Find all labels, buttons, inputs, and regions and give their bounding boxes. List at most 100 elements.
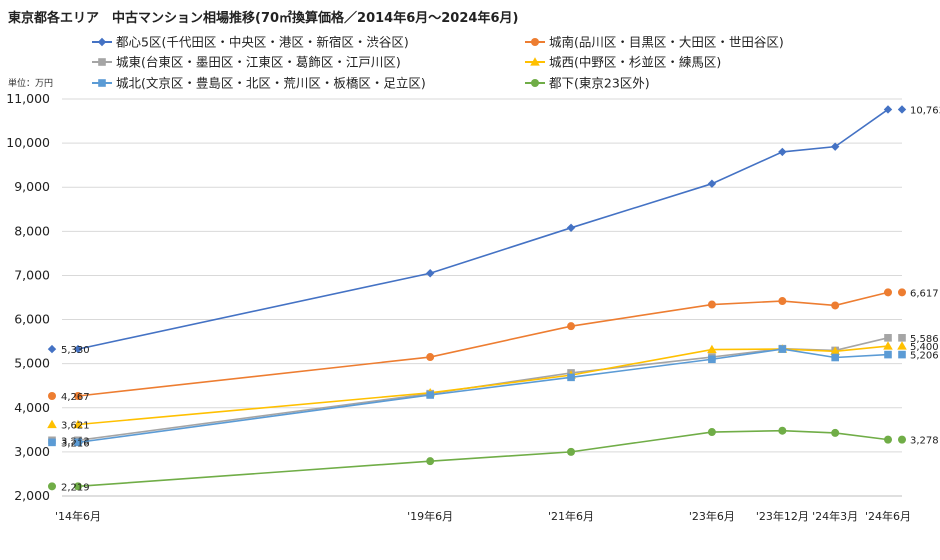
legend-item: 都下(東京23区外) — [525, 76, 650, 91]
chart-title: 東京都各エリア 中古マンション相場推移(70㎡換算価格／2014年6月～2024… — [8, 10, 518, 26]
y-tick-label: 9,000 — [14, 179, 50, 194]
data-point — [73, 419, 83, 429]
end-marker — [898, 350, 906, 359]
legend-label: 城西(中野区・杉並区・練馬区) — [549, 55, 721, 70]
legend-marker — [531, 79, 539, 87]
y-axis: 2,000 3,000 4,000 5,000 6,000 7,000 8,000 9,000… — [6, 91, 50, 503]
data-point — [831, 353, 839, 362]
data-point — [74, 438, 82, 447]
y-tick-label: 6,000 — [14, 312, 50, 327]
legend-marker — [530, 57, 540, 66]
y-tick-label: 4,000 — [14, 400, 50, 415]
data-point — [426, 353, 435, 362]
x-tick-label: '19年6月 — [407, 509, 453, 523]
legend-marker — [98, 79, 106, 87]
start-marker — [47, 419, 57, 429]
legend: 都心5区(千代田区・中央区・港区・新宿区・渋谷区) 城南(品川区・目黒区・大田区・… — [92, 35, 784, 91]
data-point — [884, 350, 892, 359]
y-tick-label: 7,000 — [14, 267, 50, 282]
legend-label: 城北(文京区・豊島区・北区・荒川区・板橋区・足立区) — [116, 76, 426, 91]
start-marker — [48, 438, 56, 447]
legend-item: 都心5区(千代田区・中央区・港区・新宿区・渋谷区) — [92, 35, 409, 50]
y-tick-label: 5,000 — [14, 356, 50, 371]
legend-label: 都心5区(千代田区・中央区・港区・新宿区・渋谷区) — [116, 35, 409, 50]
data-point — [567, 373, 575, 382]
start-value-label: 3,216 — [61, 438, 90, 449]
end-marker — [898, 435, 906, 444]
legend-marker — [97, 37, 107, 47]
data-point — [426, 391, 434, 399]
data-point — [708, 355, 716, 364]
data-point — [883, 341, 893, 350]
x-tick-label: '23年12月 — [756, 509, 809, 523]
series-line — [77, 108, 889, 350]
start-value-label: 3,621 — [61, 420, 90, 431]
data-point — [830, 346, 840, 355]
data-point — [707, 300, 716, 309]
data-point — [707, 428, 716, 437]
y-tick-label: 2,000 — [14, 488, 50, 503]
end-value-label: 6,617 — [910, 288, 939, 299]
data-point — [884, 435, 892, 444]
series-6: 2,219 3,278 — [48, 426, 939, 493]
data-point — [884, 334, 892, 342]
legend-marker — [531, 38, 539, 46]
series-1: 5,330 10,763 — [47, 105, 940, 356]
data-point — [883, 105, 893, 114]
x-axis: '14年6月 '19年6月 '21年6月 '23年6月 '23年12月 '24年3月 '24… — [55, 509, 911, 523]
y-tick-label: 8,000 — [14, 223, 50, 238]
data-point — [778, 345, 787, 353]
series-line — [77, 429, 889, 488]
data-point — [425, 269, 435, 278]
data-point — [778, 426, 787, 435]
series-2: 4,267 6,617 — [48, 288, 939, 403]
start-marker — [47, 344, 57, 354]
data-point — [831, 301, 840, 310]
y-tick-label: 3,000 — [14, 444, 50, 459]
y-tick-label: 11,000 — [6, 91, 50, 106]
legend-item: 城西(中野区・杉並区・練馬区) — [525, 55, 721, 70]
start-value-label: 4,267 — [61, 392, 90, 403]
data-point — [778, 297, 787, 306]
data-point — [707, 344, 717, 354]
legend-label: 都下(東京23区外) — [549, 76, 650, 91]
start-value-label: 5,330 — [61, 345, 90, 356]
legend-item: 城東(台東区・墨田区・江東区・葛飾区・江戸川区) — [92, 55, 401, 70]
y-tick-label: 10,000 — [6, 135, 50, 150]
x-tick-label: '24年6月 — [865, 509, 911, 523]
data-point — [74, 482, 82, 491]
end-marker — [898, 288, 906, 297]
end-value-label: 3,278 — [910, 436, 939, 447]
data-point — [830, 142, 840, 151]
end-value-label: 5,586 — [910, 334, 939, 345]
end-marker — [898, 334, 906, 342]
legend-label: 城東(台東区・墨田区・江東区・葛飾区・江戸川区) — [116, 55, 401, 70]
legend-marker — [98, 58, 106, 66]
legend-label: 城南(品川区・目黒区・大田区・世田谷区) — [549, 35, 784, 50]
data-point — [426, 457, 435, 466]
end-value-label: 10,763 — [910, 105, 940, 116]
gridlines — [62, 98, 902, 497]
end-value-label: 5,206 — [910, 351, 939, 362]
series-group: 5,33010,7634,2676,6173,2635,5863,6215,40… — [47, 105, 940, 493]
series-5: 3,216 5,206 — [48, 345, 939, 449]
x-tick-label: '21年6月 — [548, 509, 594, 523]
unit-label: 単位：万円 — [8, 77, 53, 89]
series-line — [77, 291, 889, 397]
x-tick-label: '24年3月 — [812, 509, 858, 523]
end-value-label: 5,400 — [910, 342, 939, 353]
data-point — [778, 147, 787, 157]
series-line — [77, 348, 889, 444]
x-tick-label: '14年6月 — [55, 509, 101, 523]
data-point — [707, 179, 717, 188]
data-point — [74, 392, 82, 401]
legend-item: 城北(文京区・豊島区・北区・荒川区・板橋区・足立区) — [92, 76, 426, 91]
start-marker — [48, 392, 56, 401]
data-point — [567, 447, 576, 456]
data-point — [567, 322, 576, 331]
data-point — [831, 428, 840, 437]
start-marker — [48, 482, 56, 491]
end-marker — [897, 105, 907, 114]
end-marker — [897, 341, 907, 350]
